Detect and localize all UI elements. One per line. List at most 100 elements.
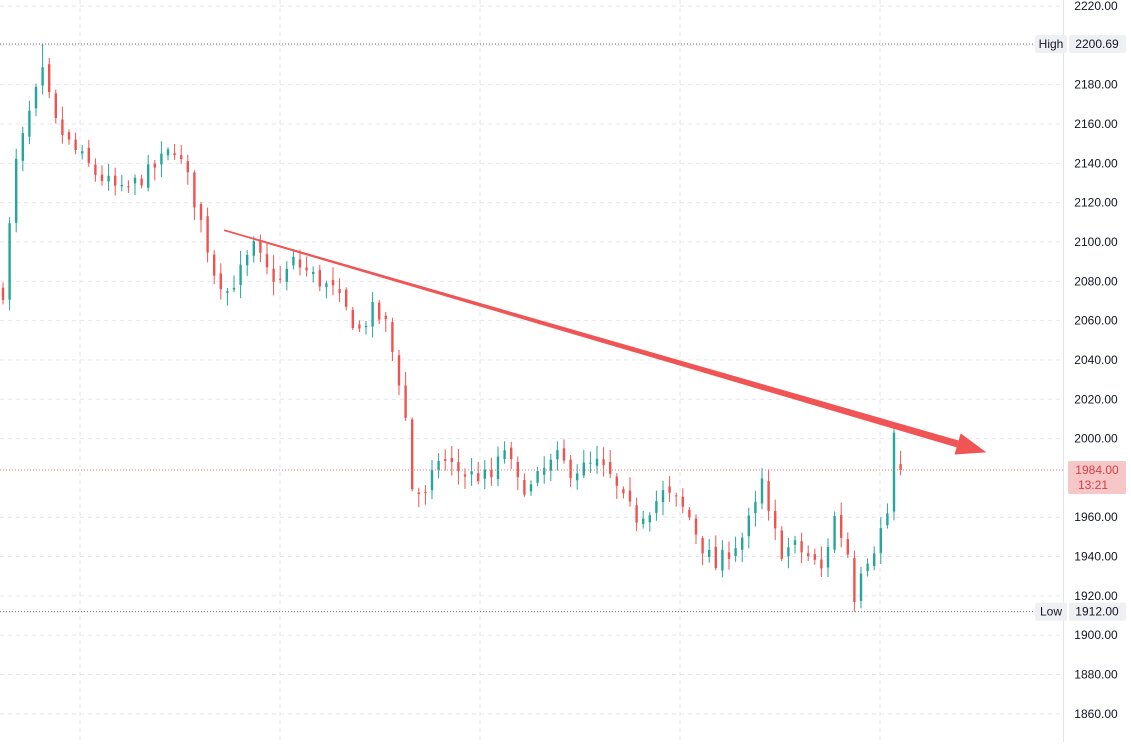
candle-body (166, 149, 170, 156)
candle-body (609, 462, 612, 474)
candle-body (688, 509, 691, 518)
candle-body (628, 490, 632, 502)
candle-body (74, 139, 77, 150)
trend-arrow-head[interactable] (954, 433, 987, 455)
candle (516, 456, 519, 490)
candle (642, 511, 645, 529)
candle (81, 144, 84, 160)
price-tick-label: 2120.00 (1074, 196, 1118, 210)
trend-arrow-drawing[interactable] (223, 229, 987, 455)
candle (364, 321, 368, 335)
candle-body (859, 573, 863, 601)
candle (576, 464, 579, 490)
candle (529, 480, 533, 496)
candle (609, 450, 612, 479)
candle-body (391, 322, 394, 352)
candle (635, 497, 638, 532)
price-axis[interactable]: 2220.002200.002180.002160.002140.002120.… (1035, 0, 1131, 742)
candle (133, 174, 137, 196)
price-tick-label: 1960.00 (1074, 510, 1118, 524)
candle (787, 537, 790, 569)
price-tick-label: 2060.00 (1074, 314, 1118, 328)
candle (774, 499, 777, 541)
candle-body (318, 270, 321, 287)
candle (589, 451, 592, 474)
candle-body (199, 204, 203, 220)
candle-body (450, 457, 453, 463)
candle (562, 439, 566, 464)
candle-body (160, 153, 163, 165)
candle-body (279, 278, 282, 280)
candle-body (94, 164, 97, 175)
trend-arrow-shaft[interactable] (223, 229, 959, 448)
candle (213, 250, 216, 285)
candle-body (404, 385, 407, 418)
candle (41, 44, 44, 95)
candle-body (8, 223, 11, 300)
price-tick-label: 2020.00 (1074, 392, 1118, 406)
candle (846, 532, 849, 559)
candle-body (226, 291, 229, 293)
high-label-badge (1035, 35, 1067, 53)
candle-body (635, 505, 638, 523)
grid-layer (0, 0, 1063, 742)
candle-body (246, 254, 249, 266)
candle (681, 488, 684, 514)
candle (378, 300, 381, 325)
candle (793, 535, 797, 554)
candle (279, 265, 282, 284)
current-price-label: 1984.00 (1075, 463, 1119, 477)
candle (21, 126, 24, 172)
candle-body (496, 456, 500, 480)
candle (734, 536, 737, 562)
candle (523, 473, 526, 497)
candles-layer (1, 44, 902, 612)
candle (490, 457, 493, 486)
candle-body (41, 67, 44, 86)
candle-body (576, 473, 579, 481)
candle (206, 207, 209, 263)
candle-body (411, 419, 414, 490)
candle-body (21, 133, 24, 161)
candle-body (589, 462, 592, 464)
candle (358, 320, 361, 333)
candle (754, 490, 757, 527)
candle-body (853, 558, 856, 602)
candle (899, 450, 902, 476)
candle-body (470, 471, 473, 475)
candle (701, 536, 704, 566)
candle-body (767, 481, 770, 511)
candle-body (483, 469, 486, 479)
candle (298, 249, 302, 276)
candle (246, 250, 249, 276)
candle-body (239, 264, 242, 285)
candle-body (193, 172, 196, 208)
candle (325, 280, 328, 299)
candle-body (536, 470, 539, 483)
candle (853, 550, 856, 612)
candle-body (28, 110, 31, 137)
candle (780, 526, 783, 561)
candle-body (562, 448, 566, 461)
candle-body (285, 268, 288, 282)
candle (483, 460, 486, 490)
candle-body (206, 216, 209, 253)
candle (312, 266, 315, 283)
candle-body (232, 287, 236, 290)
low-value: 1912.00 (1075, 605, 1119, 619)
candle (840, 502, 843, 548)
candle-body (503, 450, 506, 459)
low-label: Low (1040, 605, 1062, 619)
candle (615, 473, 618, 499)
candle-body (114, 175, 117, 186)
candle (417, 487, 420, 508)
candle-body (793, 540, 797, 545)
candle (1, 282, 5, 305)
price-tick-label: 2100.00 (1074, 235, 1118, 249)
candle-body (100, 174, 104, 182)
candle (180, 145, 183, 164)
candle (199, 201, 203, 233)
candle-body (727, 552, 731, 559)
